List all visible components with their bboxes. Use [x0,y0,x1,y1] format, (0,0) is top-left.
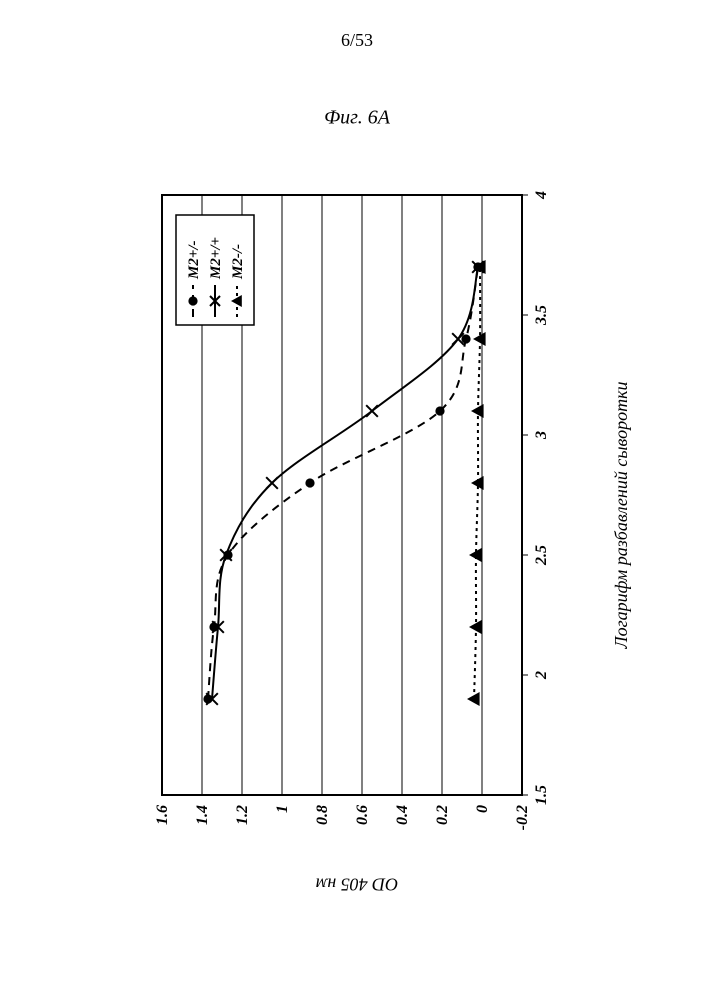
legend-label: M2-/- [230,244,246,280]
x-tick-label: 1.5 [533,785,550,805]
figure-caption: Фиг. 6A [324,106,390,129]
y-tick-label: 0.2 [434,805,451,825]
y-tick-label: -0.2 [514,805,531,830]
line-chart: -0.2 0 0.2 0.4 0.6 0.8 1 1.2 1.4 1.6 1.5 2 2.5 3 3.5 4 M… [142,175,572,855]
y-tick-label: 1.2 [234,805,251,825]
marker-circle [188,296,197,305]
marker-circle [461,334,470,343]
x-tick-label: 3.5 [533,305,550,326]
y-tick-label: 1.6 [154,805,171,825]
marker-circle [435,406,444,415]
x-tick-label: 3 [533,431,550,440]
y-tick-label: 0 [474,805,491,813]
x-tick-label: 4 [533,191,550,200]
y-tick-label: 0.4 [394,805,411,825]
y-tick-label: 0.8 [314,805,331,825]
y-tick-label: 1 [274,805,291,813]
x-tick-label: 2.5 [533,545,550,566]
x-axis-title: Логарифм разбавлений сыворотки [611,175,632,855]
y-axis-title: OD 405 нм [316,873,398,894]
legend-label: M2+/- [186,240,202,280]
page: 6/53 -0.2 0 0.2 0.4 0.6 0.8 1 1.2 1.4 1.6 1.5 2 2.5 3… [0,0,714,999]
legend: M2+/- M2+/+ M2-/- [176,215,254,325]
chart-container: -0.2 0 0.2 0.4 0.6 0.8 1 1.2 1.4 1.6 1.5 2 2.5 3 3.5 4 M… [142,175,572,855]
y-tick-label: 0.6 [354,805,371,825]
y-tick-label: 1.4 [194,805,211,825]
marker-circle [305,478,314,487]
legend-label: M2+/+ [208,237,224,280]
page-number: 6/53 [0,30,714,51]
x-tick-label: 2 [533,671,550,680]
